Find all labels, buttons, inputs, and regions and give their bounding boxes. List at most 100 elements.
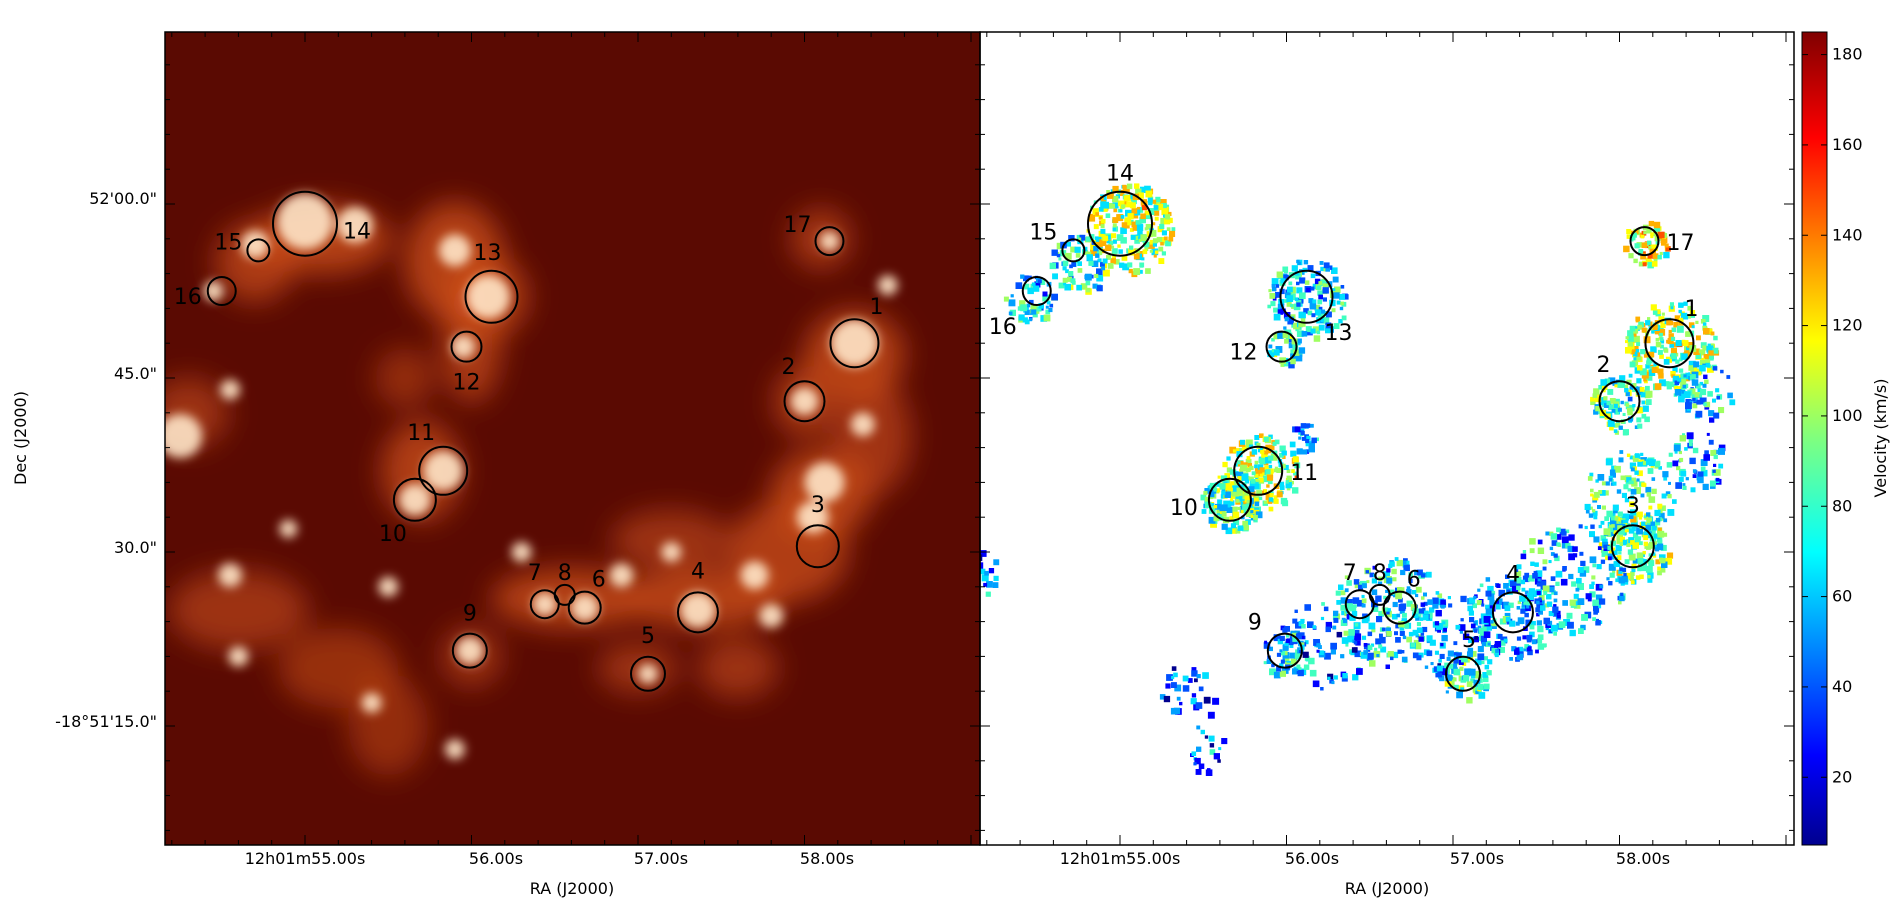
velocity-pixel	[1520, 608, 1526, 614]
velocity-pixel	[1378, 576, 1383, 581]
velocity-pixel	[1100, 224, 1105, 229]
velocity-pixel	[1429, 607, 1435, 613]
velocity-pixel	[1241, 445, 1247, 451]
velocity-pixel	[1652, 525, 1657, 531]
velocity-pixel	[1245, 439, 1253, 447]
velocity-pixel	[1120, 237, 1127, 244]
emission-knot	[850, 412, 875, 437]
velocity-pixel	[1304, 655, 1310, 661]
colorbar-tick-label: 100	[1832, 406, 1863, 425]
velocity-pixel	[1179, 701, 1183, 706]
velocity-pixel	[1062, 277, 1068, 283]
velocity-pixel	[1653, 544, 1658, 549]
velocity-pixel	[1702, 483, 1709, 490]
velocity-pixel	[1697, 388, 1702, 392]
velocity-pixel	[1538, 609, 1543, 615]
velocity-pixel	[1650, 232, 1654, 236]
emission-knot	[228, 646, 249, 667]
velocity-pixel	[1102, 269, 1110, 277]
velocity-pixel	[1296, 664, 1301, 669]
velocity-pixel	[1389, 589, 1395, 595]
velocity-pixel	[1024, 319, 1030, 325]
velocity-pixel	[1126, 183, 1133, 190]
velocity-pixel	[1460, 595, 1467, 603]
velocity-pixel	[1375, 638, 1382, 645]
velocity-pixel	[1477, 646, 1484, 653]
velocity-pixel	[1284, 626, 1290, 632]
velocity-pixel	[1201, 509, 1207, 514]
velocity-pixel	[1641, 242, 1648, 248]
velocity-pixel	[1210, 492, 1215, 498]
velocity-pixel	[1320, 309, 1326, 314]
velocity-pixel	[1273, 468, 1278, 473]
velocity-pixel	[1656, 543, 1664, 551]
velocity-pixel	[1392, 613, 1398, 620]
velocity-pixel	[1344, 575, 1349, 579]
emission-knot	[165, 414, 203, 458]
velocity-pixel	[1408, 631, 1414, 637]
velocity-pixel	[1027, 287, 1034, 295]
velocity-pixel	[1514, 649, 1520, 655]
velocity-pixel	[1704, 379, 1709, 384]
velocity-pixel	[1399, 626, 1405, 631]
velocity-pixel	[1033, 285, 1040, 292]
velocity-pixel	[1543, 591, 1548, 596]
velocity-pixel	[1635, 349, 1640, 353]
velocity-pixel	[1538, 599, 1545, 606]
velocity-pixel	[1601, 550, 1608, 557]
velocity-pixel	[1289, 303, 1294, 308]
velocity-pixel	[1434, 621, 1440, 626]
colorbar-tick-label: 60	[1832, 587, 1852, 606]
velocity-pixel	[1646, 512, 1651, 517]
velocity-pixel	[1243, 486, 1248, 491]
velocity-pixel	[1688, 360, 1696, 368]
velocity-pixel	[1286, 295, 1294, 302]
velocity-pixel	[1331, 308, 1336, 313]
velocity-pixel	[1667, 509, 1675, 516]
velocity-pixel	[1273, 634, 1281, 642]
velocity-pixel	[1704, 450, 1709, 455]
velocity-pixel	[1051, 249, 1058, 256]
velocity-pixel	[1555, 570, 1563, 578]
velocity-pixel	[1624, 384, 1629, 389]
velocity-pixel	[1159, 694, 1166, 700]
emission-knot	[241, 230, 270, 259]
velocity-pixel	[1269, 668, 1276, 676]
velocity-pixel	[1240, 439, 1245, 445]
colorbar-tick-label: 80	[1832, 496, 1852, 515]
velocity-pixel	[1648, 245, 1652, 250]
velocity-pixel	[1309, 302, 1317, 310]
y-tick-label: -18°51'15.0"	[55, 712, 157, 731]
velocity-pixel	[1712, 347, 1719, 354]
velocity-pixel	[1049, 303, 1054, 308]
velocity-pixel	[1221, 523, 1228, 530]
velocity-pixel	[1031, 282, 1036, 287]
velocity-pixel	[1235, 528, 1241, 534]
velocity-pixel	[1495, 649, 1499, 653]
velocity-pixel	[1472, 603, 1477, 609]
velocity-pixel	[1567, 545, 1574, 553]
velocity-pixel	[1517, 617, 1525, 624]
velocity-pixel	[1358, 584, 1363, 590]
velocity-pixel	[1645, 364, 1650, 369]
velocity-pixel	[1209, 749, 1216, 755]
velocity-pixel	[1553, 632, 1557, 636]
velocity-pixel	[1591, 581, 1595, 585]
velocity-pixel	[1595, 406, 1601, 412]
velocity-pixel	[1302, 651, 1309, 658]
velocity-pixel	[1569, 599, 1576, 606]
velocity-pixel	[1112, 223, 1117, 228]
velocity-pixel	[1308, 657, 1315, 665]
velocity-pixel	[1654, 330, 1659, 335]
velocity-pixel	[1484, 664, 1490, 670]
velocity-pixel	[1655, 337, 1660, 342]
velocity-pixel	[1250, 516, 1255, 521]
velocity-pixel	[1363, 650, 1368, 655]
velocity-pixel	[1658, 373, 1664, 379]
velocity-pixel	[1313, 335, 1321, 342]
velocity-pixel	[1311, 313, 1316, 318]
velocity-pixel	[1296, 259, 1300, 264]
velocity-pixel	[1629, 455, 1634, 460]
velocity-pixel	[1144, 210, 1150, 216]
velocity-pixel	[1652, 324, 1658, 330]
